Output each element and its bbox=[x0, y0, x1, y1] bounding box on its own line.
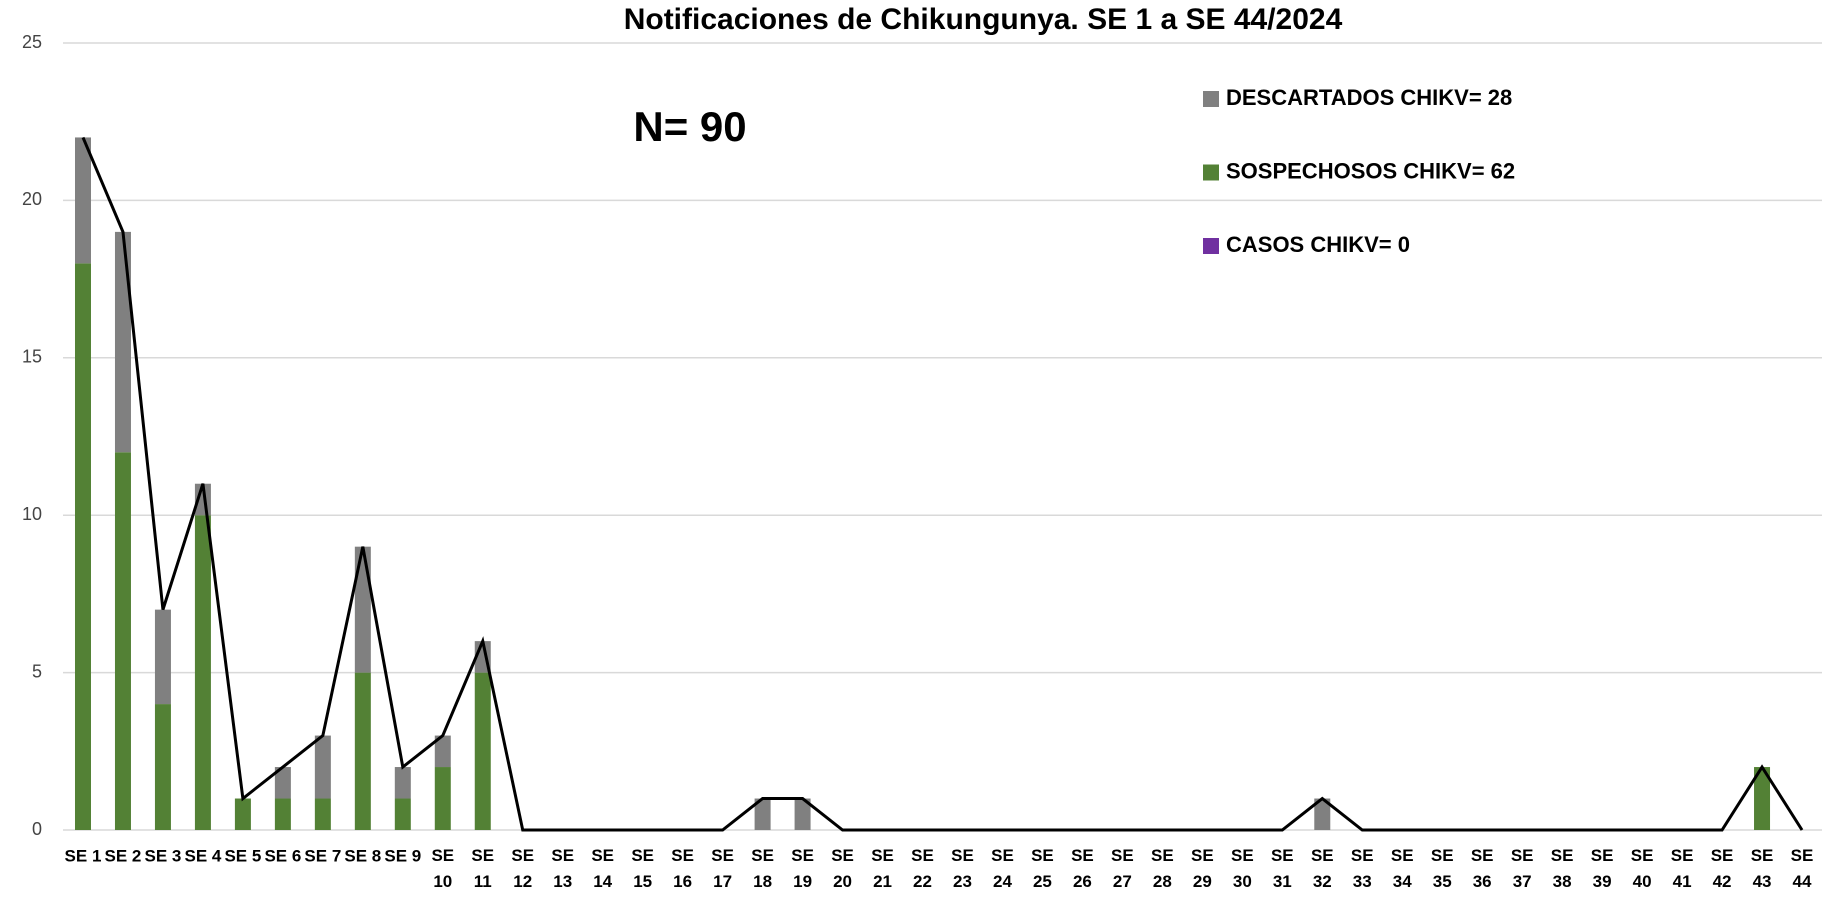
x-tick-label: SE 26 bbox=[1071, 846, 1094, 891]
x-tick-label: SE 42 bbox=[1711, 846, 1734, 891]
bar-segment bbox=[234, 798, 251, 830]
legend-swatch bbox=[1203, 91, 1219, 107]
bar-segment bbox=[154, 704, 171, 830]
x-tick-label: SE 27 bbox=[1111, 846, 1134, 891]
x-tick-label: SE 30 bbox=[1231, 846, 1254, 891]
x-tick-label: SE 19 bbox=[791, 846, 814, 891]
legend-swatch bbox=[1203, 164, 1219, 181]
x-tick-label: SE 17 bbox=[711, 846, 734, 891]
x-tick-label: SE 41 bbox=[1671, 846, 1694, 891]
x-tick-label: SE 16 bbox=[671, 846, 694, 891]
x-tick-label: SE 7 bbox=[304, 846, 341, 865]
x-tick-label: SE 3 bbox=[145, 846, 182, 865]
x-tick-label: SE 38 bbox=[1551, 846, 1574, 891]
bar-segment bbox=[354, 672, 371, 830]
x-tick-label: SE 40 bbox=[1631, 846, 1654, 891]
x-tick-label: SE 31 bbox=[1271, 846, 1294, 891]
bar-segment bbox=[754, 798, 771, 830]
bar-segment bbox=[794, 798, 811, 830]
legend-label: DESCARTADOS CHIKV= 28 bbox=[1226, 85, 1512, 110]
x-tick-label: SE 2 bbox=[105, 846, 142, 865]
x-tick-label: SE 6 bbox=[264, 846, 301, 865]
x-tick-label: SE 11 bbox=[471, 846, 494, 891]
x-tick-label: SE 34 bbox=[1391, 846, 1414, 891]
bar-segment bbox=[354, 546, 371, 673]
bar-segment bbox=[114, 452, 131, 830]
x-tick-label: SE 29 bbox=[1191, 846, 1214, 891]
bar-segment bbox=[1754, 767, 1771, 830]
x-tick-label: SE 4 bbox=[184, 846, 221, 865]
y-tick-label: 5 bbox=[32, 661, 42, 681]
x-tick-label: SE 5 bbox=[224, 846, 261, 865]
y-tick-label: 10 bbox=[22, 504, 42, 524]
x-tick-label: SE 14 bbox=[591, 846, 614, 891]
x-tick-label: SE 37 bbox=[1511, 846, 1534, 891]
x-tick-label: SE 39 bbox=[1591, 846, 1614, 891]
x-tick-label: SE 12 bbox=[511, 846, 534, 891]
x-tick-label: SE 25 bbox=[1031, 846, 1054, 891]
x-tick-label: SE 8 bbox=[344, 846, 381, 865]
bar-segment bbox=[154, 609, 171, 705]
x-tick-label: SE 9 bbox=[384, 846, 421, 865]
x-tick-label: SE 22 bbox=[911, 846, 934, 891]
bar-segment bbox=[274, 767, 291, 799]
bar-segment bbox=[74, 263, 91, 830]
bar-segment bbox=[474, 672, 491, 830]
bar-segment bbox=[314, 735, 331, 799]
x-tick-label: SE 21 bbox=[871, 846, 894, 891]
bar-segment bbox=[434, 735, 451, 768]
y-tick-label: 15 bbox=[22, 347, 42, 367]
bar-segment bbox=[394, 798, 411, 830]
y-tick-label: 20 bbox=[22, 189, 42, 209]
x-tick-label: SE 35 bbox=[1431, 846, 1454, 891]
chart-title: Notificaciones de Chikungunya. SE 1 a SE… bbox=[624, 3, 1343, 36]
bar-segment bbox=[1314, 798, 1331, 830]
annotation: N= 90 bbox=[633, 103, 746, 150]
bar-segment bbox=[194, 515, 211, 830]
x-tick-label: SE 1 bbox=[65, 846, 102, 865]
x-tick-label: SE 43 bbox=[1751, 846, 1774, 891]
x-tick-label: SE 23 bbox=[951, 846, 974, 891]
x-tick-label: SE 44 bbox=[1791, 846, 1814, 891]
bar-segment bbox=[114, 231, 131, 453]
bar-segment bbox=[434, 767, 451, 830]
y-tick-label: 0 bbox=[32, 819, 42, 839]
bar-segment bbox=[314, 798, 331, 830]
x-tick-label: SE 28 bbox=[1151, 846, 1174, 891]
legend-label: CASOS CHIKV= 0 bbox=[1226, 232, 1410, 257]
y-tick-label: 25 bbox=[22, 32, 42, 52]
x-tick-label: SE 18 bbox=[751, 846, 774, 891]
bar-segment bbox=[394, 767, 411, 799]
x-tick-label: SE 13 bbox=[551, 846, 574, 891]
x-tick-label: SE 20 bbox=[831, 846, 854, 891]
total-line bbox=[81, 136, 1804, 832]
bar-segment bbox=[274, 798, 291, 830]
x-tick-label: SE 10 bbox=[431, 846, 454, 891]
x-tick-label: SE 36 bbox=[1471, 846, 1494, 891]
x-tick-label: SE 32 bbox=[1311, 846, 1334, 891]
x-tick-label: SE 15 bbox=[631, 846, 654, 891]
legend-swatch bbox=[1203, 238, 1219, 254]
x-tick-label: SE 24 bbox=[991, 846, 1014, 891]
x-tick-label: SE 33 bbox=[1351, 846, 1374, 891]
bar-segment bbox=[74, 137, 91, 264]
legend-label: SOSPECHOSOS CHIKV= 62 bbox=[1226, 158, 1515, 183]
